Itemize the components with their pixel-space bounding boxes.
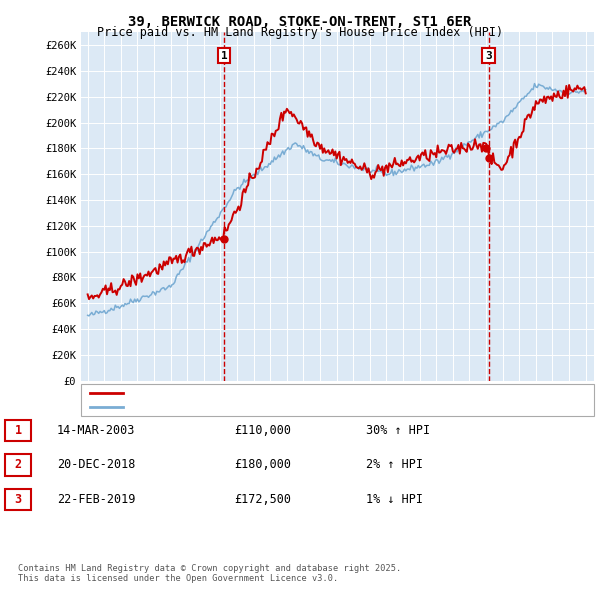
Text: 22-FEB-2019: 22-FEB-2019 bbox=[57, 493, 136, 506]
Text: 14-MAR-2003: 14-MAR-2003 bbox=[57, 424, 136, 437]
Text: HPI: Average price, detached house, Stoke-on-Trent: HPI: Average price, detached house, Stok… bbox=[129, 402, 423, 412]
Text: 1: 1 bbox=[14, 424, 22, 437]
Text: 3: 3 bbox=[14, 493, 22, 506]
Text: 2: 2 bbox=[14, 458, 22, 471]
Text: 1% ↓ HPI: 1% ↓ HPI bbox=[366, 493, 423, 506]
Text: Contains HM Land Registry data © Crown copyright and database right 2025.
This d: Contains HM Land Registry data © Crown c… bbox=[18, 563, 401, 583]
Text: £110,000: £110,000 bbox=[234, 424, 291, 437]
Text: £172,500: £172,500 bbox=[234, 493, 291, 506]
Text: 39, BERWICK ROAD, STOKE-ON-TRENT, ST1 6ER: 39, BERWICK ROAD, STOKE-ON-TRENT, ST1 6E… bbox=[128, 15, 472, 29]
Text: 2% ↑ HPI: 2% ↑ HPI bbox=[366, 458, 423, 471]
Text: 20-DEC-2018: 20-DEC-2018 bbox=[57, 458, 136, 471]
Text: 39, BERWICK ROAD, STOKE-ON-TRENT, ST1 6ER (detached house): 39, BERWICK ROAD, STOKE-ON-TRENT, ST1 6E… bbox=[129, 388, 470, 398]
Text: 1: 1 bbox=[221, 51, 227, 61]
Text: £180,000: £180,000 bbox=[234, 458, 291, 471]
Text: Price paid vs. HM Land Registry's House Price Index (HPI): Price paid vs. HM Land Registry's House … bbox=[97, 26, 503, 39]
Text: 30% ↑ HPI: 30% ↑ HPI bbox=[366, 424, 430, 437]
Text: 3: 3 bbox=[485, 51, 492, 61]
